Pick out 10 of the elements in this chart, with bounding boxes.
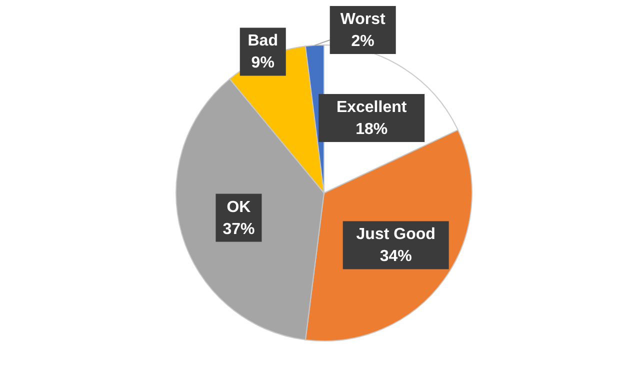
data-label: 18%	[356, 121, 388, 138]
slice-label: Worst	[340, 11, 386, 28]
data-label: 2%	[351, 33, 374, 50]
slice-label: OK	[226, 198, 252, 216]
slice-label: Bad	[248, 32, 278, 50]
data-label: 37%	[222, 220, 255, 238]
data-label: 9%	[251, 54, 274, 72]
slice-label: Just Good	[356, 226, 436, 244]
data-label: 34%	[380, 248, 412, 266]
slice-label: Excellent	[336, 99, 408, 116]
